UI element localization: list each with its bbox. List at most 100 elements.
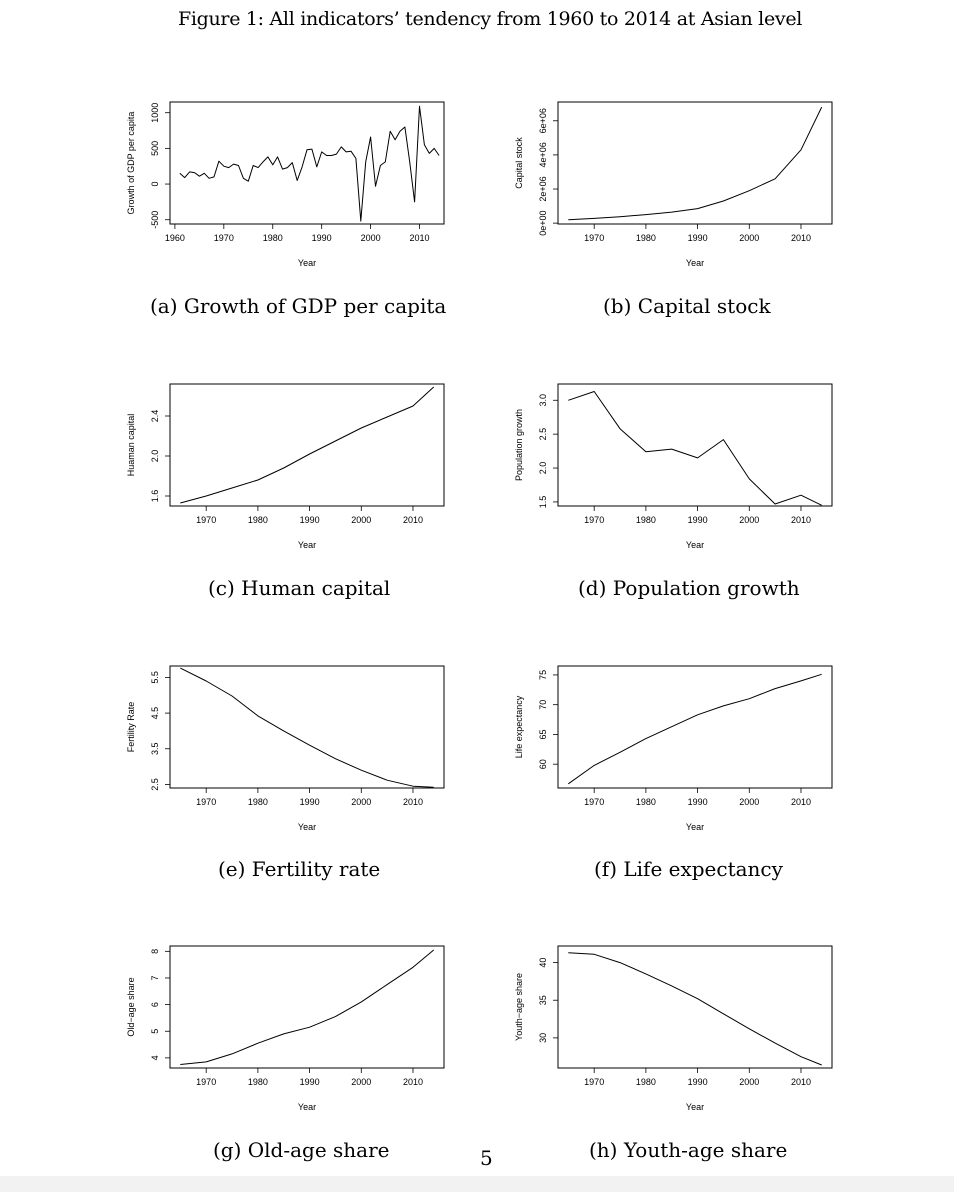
- y-tick-label: 8: [150, 949, 160, 954]
- y-tick-label: 4e+06: [538, 142, 548, 167]
- x-tick-label: 2010: [410, 233, 430, 243]
- x-tick-label: 1970: [584, 515, 604, 525]
- y-tick-label: 2.0: [538, 462, 548, 475]
- chart-gdp-growth: 1960 1970 1980 1990 2000 2010 -500 0 500 1000 Year…: [126, 101, 445, 268]
- x-tick-label: 1990: [688, 233, 708, 243]
- chart-life-expectancy: 1970 1980 1990 2000 2010 60 65 70 75 Year Life exp…: [514, 665, 833, 832]
- x-axis-label: Year: [298, 822, 316, 832]
- page-number: 5: [480, 1146, 493, 1170]
- caption-human-capital: (c) Human capital: [208, 576, 391, 600]
- y-tick-label: 40: [538, 958, 548, 968]
- y-axis-label: Huaman capital: [126, 414, 136, 477]
- plot-frame: [557, 383, 833, 507]
- series-line: [180, 386, 435, 504]
- caption-old-age-share: (g) Old-age share: [213, 1138, 390, 1162]
- y-tick-label: -500: [150, 211, 160, 229]
- x-tick-label: 1970: [214, 233, 234, 243]
- x-tick-label: 2010: [791, 1077, 811, 1087]
- x-axis-label: Year: [686, 1102, 704, 1112]
- y-axis-label: Growth of GDP per capita: [126, 112, 136, 215]
- x-axis-label: Year: [298, 258, 316, 268]
- y-axis-label: Fertility Rate: [126, 702, 136, 753]
- y-tick-label: 1.5: [538, 496, 548, 509]
- plot-frame: [557, 665, 833, 789]
- chart-population-growth: 1970 1980 1990 2000 2010 1.5 2.0 2.5 3.0 Year Popu…: [514, 383, 833, 550]
- y-tick-label: 3.5: [150, 743, 160, 756]
- x-tick-label: 1980: [636, 515, 656, 525]
- x-tick-label: 2000: [351, 515, 371, 525]
- chart-youth-age-share: 1970 1980 1990 2000 2010 30 35 40 Year Youth−age …: [514, 945, 833, 1112]
- x-tick-label: 2010: [403, 515, 423, 525]
- y-axis-label: Capital stock: [514, 137, 524, 189]
- y-tick-label: 2.4: [150, 410, 160, 423]
- x-tick-label: 2000: [739, 797, 759, 807]
- x-tick-label: 1990: [688, 1077, 708, 1087]
- y-tick-label: 2.5: [150, 778, 160, 791]
- y-tick-label: 500: [150, 141, 160, 156]
- y-tick-label: 5: [150, 1029, 160, 1034]
- y-axis-label: Youth−age share: [514, 973, 524, 1041]
- y-tick-label: 6e+06: [538, 108, 548, 133]
- y-tick-label: 1000: [150, 103, 160, 123]
- x-tick-label: 1980: [636, 1077, 656, 1087]
- y-tick-label: 4.5: [150, 707, 160, 720]
- plot-frame: [169, 665, 445, 789]
- x-tick-label: 1980: [248, 515, 268, 525]
- x-tick-label: 1990: [312, 233, 332, 243]
- x-tick-label: 2010: [791, 233, 811, 243]
- y-axis-label: Life expectancy: [514, 695, 524, 758]
- y-tick-label: 60: [538, 759, 548, 769]
- y-tick-label: 30: [538, 1033, 548, 1043]
- series-line: [568, 952, 822, 1066]
- x-tick-label: 1970: [584, 797, 604, 807]
- y-tick-label: 2.5: [538, 428, 548, 441]
- x-tick-label: 2010: [403, 1077, 423, 1087]
- x-tick-label: 1990: [688, 797, 708, 807]
- x-tick-label: 1970: [196, 797, 216, 807]
- y-tick-label: 70: [538, 700, 548, 710]
- viewer-bottom-bar: [0, 1176, 954, 1192]
- figure-title: Figure 1: All indicators’ tendency from …: [177, 8, 803, 30]
- plot-frame: [557, 945, 833, 1069]
- y-axis-label: Population growth: [514, 409, 524, 481]
- caption-population-growth: (d) Population growth: [578, 576, 800, 600]
- x-tick-label: 1990: [300, 1077, 320, 1087]
- x-axis-label: Year: [686, 822, 704, 832]
- series-line: [179, 105, 440, 222]
- x-tick-label: 1970: [584, 1077, 604, 1087]
- y-tick-label: 2.0: [150, 450, 160, 463]
- y-tick-label: 75: [538, 670, 548, 680]
- caption-youth-age-share: (h) Youth-age share: [589, 1138, 788, 1162]
- x-tick-label: 2000: [361, 233, 381, 243]
- x-tick-label: 1980: [636, 233, 656, 243]
- plot-frame: [169, 101, 445, 225]
- x-tick-label: 2010: [791, 797, 811, 807]
- series-line: [180, 949, 435, 1065]
- y-tick-label: 7: [150, 975, 160, 980]
- caption-life-expectancy: (f) Life expectancy: [594, 857, 783, 881]
- x-tick-label: 1970: [196, 1077, 216, 1087]
- plot-frame: [169, 383, 445, 507]
- x-tick-label: 1990: [300, 515, 320, 525]
- x-axis-label: Year: [686, 258, 704, 268]
- x-tick-label: 1960: [165, 233, 185, 243]
- x-axis-label: Year: [298, 1102, 316, 1112]
- y-tick-label: 0: [150, 182, 160, 187]
- y-axis-label: Old−age share: [126, 977, 136, 1036]
- y-tick-label: 0e+00: [538, 211, 548, 236]
- series-line: [568, 673, 822, 785]
- y-tick-label: 5.5: [150, 671, 160, 684]
- caption-capital-stock: (b) Capital stock: [603, 294, 771, 318]
- y-tick-label: 35: [538, 995, 548, 1005]
- x-tick-label: 1980: [248, 1077, 268, 1087]
- plot-frame: [557, 101, 833, 225]
- x-tick-label: 1970: [196, 515, 216, 525]
- x-tick-label: 2000: [351, 1077, 371, 1087]
- y-tick-label: 3.0: [538, 394, 548, 407]
- series-line: [568, 391, 822, 506]
- x-tick-label: 1980: [263, 233, 283, 243]
- y-tick-label: 1.6: [150, 490, 160, 503]
- x-tick-label: 1980: [636, 797, 656, 807]
- chart-capital-stock: 1970 1980 1990 2000 2010 0e+00 2e+06 4e+06 6e+06…: [514, 101, 833, 268]
- y-tick-label: 65: [538, 729, 548, 739]
